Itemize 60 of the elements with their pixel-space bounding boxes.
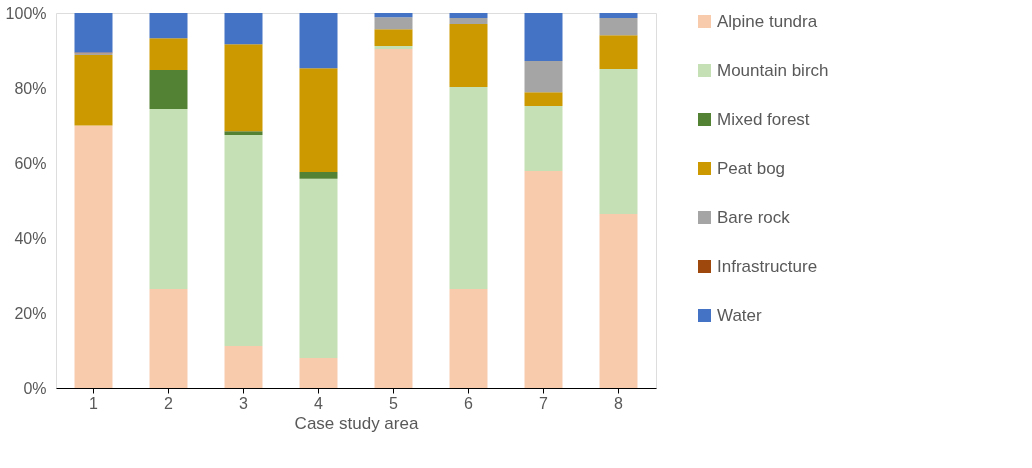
y-tick-label: 80% — [14, 79, 47, 97]
x-tick-label: 5 — [389, 394, 399, 412]
bar — [599, 13, 638, 18]
x-tick-label: 6 — [464, 394, 474, 412]
x-tick-label: 8 — [614, 394, 624, 412]
bar — [524, 61, 563, 93]
bar — [524, 92, 563, 106]
y-tick-label: 60% — [14, 154, 47, 172]
bar — [449, 86, 488, 289]
bar — [449, 23, 488, 87]
bar — [374, 49, 413, 388]
bar — [74, 55, 113, 126]
bar — [224, 131, 263, 135]
bar — [449, 289, 488, 388]
bar — [74, 13, 113, 53]
bar — [224, 346, 263, 388]
bar — [599, 35, 638, 69]
bar — [149, 109, 188, 289]
bar — [74, 125, 113, 388]
bar — [224, 44, 263, 132]
y-tick-label: 20% — [14, 304, 47, 322]
x-tick-label: 4 — [314, 394, 324, 412]
bar — [149, 38, 188, 70]
bar — [449, 13, 488, 18]
x-tick-label: 7 — [539, 394, 549, 412]
legend-label: Mountain birch — [717, 60, 829, 80]
bar — [299, 358, 338, 388]
legend-label: Bare rock — [717, 207, 791, 227]
bar — [374, 13, 413, 18]
bar — [299, 13, 338, 69]
bar — [374, 46, 413, 49]
bar — [299, 172, 338, 179]
x-tick-label: 2 — [164, 394, 174, 412]
x-tick-label: 1 — [89, 394, 99, 412]
legend-label: Mixed forest — [717, 109, 810, 129]
legend-label: Water — [717, 305, 763, 325]
x-axis-title: Case study area — [294, 413, 419, 433]
bar — [224, 134, 263, 346]
bar — [299, 178, 338, 358]
bar — [449, 17, 488, 24]
bar — [224, 13, 263, 45]
bar — [149, 289, 188, 388]
y-tick-label: 40% — [14, 229, 47, 247]
legend-label: Alpine tundra — [717, 11, 818, 31]
x-tick-label: 3 — [239, 394, 249, 412]
bar — [599, 17, 638, 36]
bar — [149, 70, 188, 109]
bar — [524, 170, 563, 388]
bar — [374, 29, 413, 46]
y-tick-label: 100% — [5, 4, 47, 22]
bar — [299, 68, 338, 172]
bar — [599, 214, 638, 388]
bar — [524, 13, 563, 61]
y-tick-label: 0% — [23, 379, 47, 397]
legend-label: Peat bog — [717, 158, 786, 178]
bar — [599, 68, 638, 214]
legend-label: Infrastructure — [717, 256, 818, 276]
bar — [149, 13, 188, 39]
bar — [524, 106, 563, 171]
bar — [374, 17, 413, 30]
